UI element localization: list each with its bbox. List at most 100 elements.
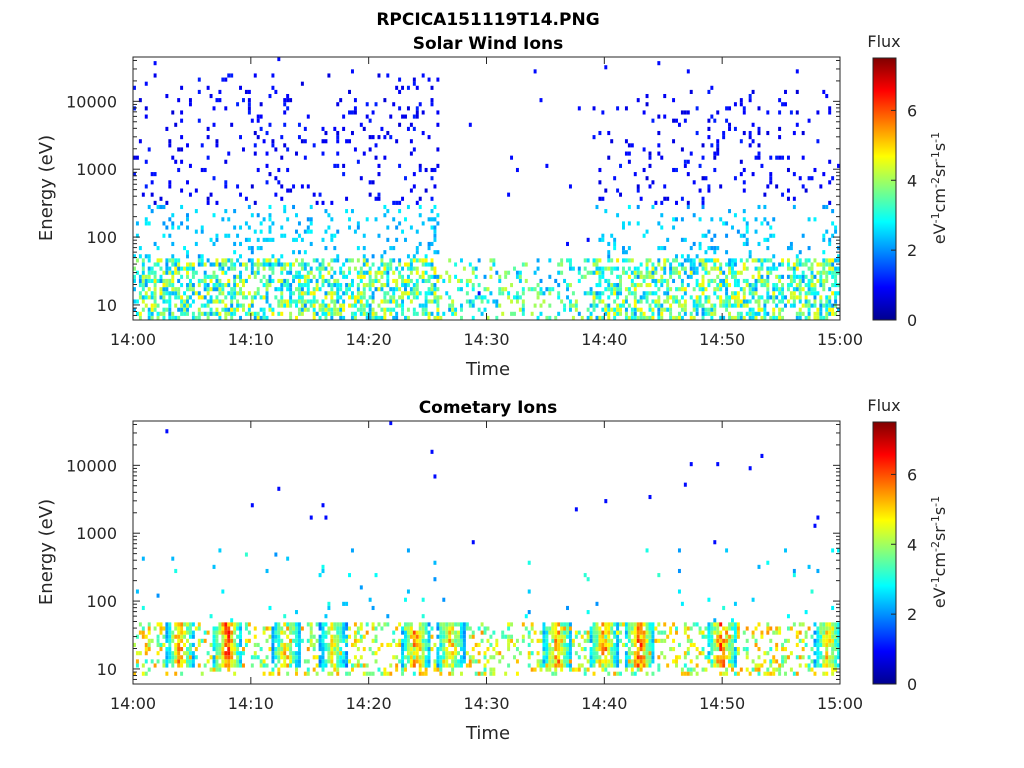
flux-cell-14:08-26eV: [227, 638, 231, 643]
flux-cell-14:22-13eV: [392, 295, 396, 300]
flux-cell-14:59-319eV: [828, 200, 832, 205]
flux-cell-14:08-34eV: [230, 630, 234, 635]
flux-cell-14:49-34eV: [719, 266, 723, 271]
flux-cell-14:58-39eV: [816, 626, 820, 631]
flux-cell-14:58-45eV: [822, 258, 826, 263]
flux-cell-14:44-1700eV: [657, 151, 661, 156]
flux-cell-14:36-20eV: [566, 647, 569, 652]
flux-cell-14:09-138eV: [247, 225, 251, 230]
flux-cell-14:02-45eV: [159, 622, 163, 627]
flux-cell-14:05-9eV: [200, 671, 204, 676]
flux-cell-14:01-13eV: [144, 295, 148, 300]
flux-cell-14:59-30eV: [831, 634, 835, 639]
flux-cell-14:39-26eV: [598, 274, 602, 279]
flux-cell-14:22-26eV: [401, 638, 405, 643]
flux-cell-14:39-26eV: [601, 638, 605, 643]
flux-cell-14:42-45eV: [633, 622, 637, 627]
flux-cell-14:23-5960eV: [404, 114, 407, 119]
flux-cell-14:27-6eV: [459, 315, 463, 320]
flux-cell-14:25-736eV: [430, 176, 434, 181]
flux-cell-14:42-30eV: [633, 270, 637, 275]
flux-cell-14:28-34eV: [462, 630, 466, 635]
flux-cell-14:43-39eV: [639, 262, 643, 267]
flux-cell-14:01-15eV: [153, 291, 157, 296]
flux-cell-14:52-15eV: [748, 291, 752, 296]
flux-cell-14:02-23eV: [162, 642, 166, 648]
flux-cell-14:31-23eV: [507, 642, 511, 648]
flux-cell-14:43-6eV: [642, 315, 646, 320]
flux-cell-14:21-9eV: [389, 307, 393, 312]
flux-cell-14:31-45eV: [507, 622, 511, 627]
flux-cell-14:19-11eV: [356, 663, 360, 668]
flux-cell-14:17-11eV: [333, 663, 337, 668]
flux-cell-14:57-15eV: [813, 291, 817, 296]
flux-cell-14:37-11eV: [577, 663, 581, 668]
flux-cell-14:02-45eV: [156, 622, 160, 627]
flux-cell-14:38-17eV: [589, 287, 593, 292]
flux-cell-14:31-15eV: [501, 291, 505, 296]
flux-cell-14:15-10eV: [309, 303, 313, 308]
flux-cell-14:07-15eV: [224, 655, 228, 660]
flux-cell-14:59-11eV: [834, 663, 838, 668]
flux-cell-14:14-2582eV: [303, 139, 307, 144]
flux-cell-14:19-4510eV: [359, 122, 363, 127]
flux-cell-14:48-30eV: [701, 634, 705, 639]
flux-cell-14:40-34eV: [613, 266, 617, 271]
flux-cell-14:07-30eV: [224, 634, 228, 639]
flux-cell-14:46-34eV: [680, 266, 684, 271]
flux-cell-14:11-15816eV: [271, 85, 275, 90]
flux-cell-14:10-23eV: [253, 642, 257, 648]
flux-cell-14:50-6eV: [728, 315, 732, 320]
flux-cell-14:16-277eV: [321, 568, 325, 574]
flux-cell-14:13-15eV: [292, 291, 296, 296]
flux-cell-14:38-26eV: [583, 274, 587, 279]
flux-cell-14:02-13eV: [165, 659, 169, 664]
flux-cell-14:17-15eV: [342, 291, 346, 296]
flux-cell-14:26-17eV: [445, 651, 449, 656]
flux-cell-14:59-13eV: [831, 659, 835, 664]
flux-cell-14:04-13eV: [186, 659, 189, 664]
flux-cell-14:39-15eV: [592, 291, 596, 296]
flux-cell-14:28-17eV: [471, 287, 475, 292]
flux-cell-14:36-11eV: [560, 663, 564, 668]
flux-cell-14:22-15eV: [401, 291, 405, 296]
flux-cell-14:13-9eV: [286, 671, 290, 676]
flux-cell-14:43-45eV: [645, 622, 649, 627]
flux-cell-14:10-11eV: [250, 663, 254, 668]
flux-cell-14:00-7eV: [138, 311, 142, 316]
flux-cell-14:22-241eV: [398, 209, 402, 214]
flux-cell-14:55-15eV: [789, 291, 793, 296]
flux-cell-14:24-26eV: [421, 638, 425, 643]
flux-cell-14:17-17eV: [339, 287, 343, 292]
flux-cell-14:06-973eV: [203, 167, 207, 173]
flux-cell-14:46-15eV: [677, 655, 681, 660]
flux-cell-14:58-9eV: [825, 671, 829, 676]
flux-cell-14:10-3923eV: [259, 126, 263, 131]
flux-cell-14:17-30eV: [339, 634, 343, 639]
flux-cell-14:58-2582eV: [816, 139, 820, 144]
flux-cell-14:58-30eV: [819, 634, 823, 639]
flux-cell-14:49-6852eV: [716, 110, 720, 115]
flux-cell-14:04-45eV: [183, 622, 187, 627]
flux-cell-14:48-45eV: [698, 258, 702, 263]
flux-cell-14:42-10eV: [627, 303, 631, 308]
flux-cell-14:26-13eV: [439, 295, 443, 300]
flux-cell-14:44-34eV: [660, 630, 664, 635]
flux-cell-14:09-138eV: [239, 225, 242, 230]
flux-cell-14:27-39eV: [451, 626, 455, 631]
flux-cell-14:00-23eV: [138, 278, 142, 284]
flux-cell-14:04-9eV: [183, 307, 187, 312]
flux-cell-14:26-11eV: [442, 663, 446, 668]
flux-cell-14:22-39eV: [395, 626, 399, 631]
flux-cell-14:39-34eV: [601, 266, 605, 271]
flux-cell-14:39-34eV: [595, 630, 599, 635]
flux-cell-14:11-39eV: [265, 626, 269, 631]
flux-cell-14:35-39eV: [548, 626, 552, 631]
flux-cell-14:01-17eV: [147, 287, 151, 292]
flux-cell-14:32-13eV: [515, 659, 519, 664]
flux-cell-14:36-17eV: [563, 651, 567, 656]
flux-cell-14:14-18182eV: [300, 81, 304, 86]
flux-cell-14:01-34eV: [147, 630, 151, 635]
flux-cell-14:18-7877eV: [353, 106, 357, 111]
flux-cell-14:17-15eV: [339, 655, 343, 660]
